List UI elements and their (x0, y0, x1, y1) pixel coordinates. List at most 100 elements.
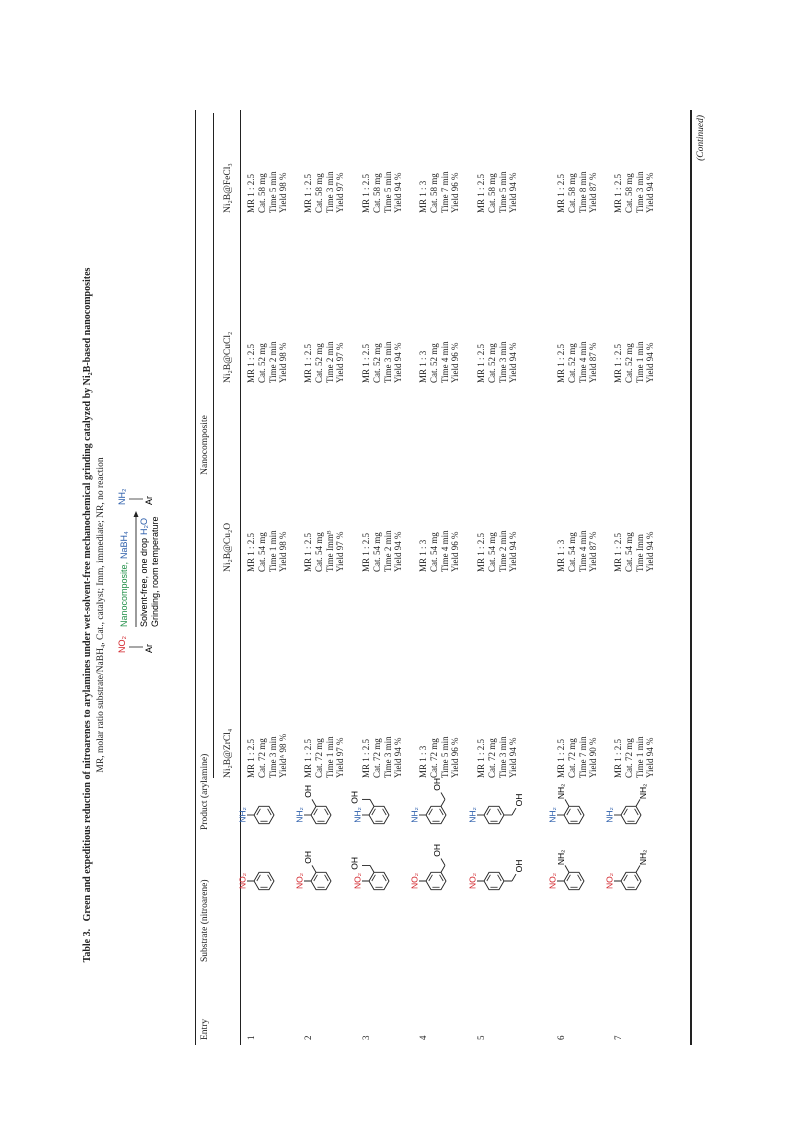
result-line: Time 3 min (267, 736, 278, 778)
result-cell: MR 1 : 2.5 Cat. 72 mg Time 7 min Yield 90 % (556, 736, 599, 778)
group-label: NH₂ (237, 807, 247, 823)
result-line: Yield 94 % (508, 342, 519, 384)
result-cell: MR 1 : 3 Cat. 58 mg Time 7 min Yield 96 % (418, 171, 461, 213)
result-line: Time 8 min (577, 171, 588, 213)
result-line: Cat. 54 mg (428, 532, 439, 572)
bond (369, 799, 375, 807)
entry-number: 3 (361, 1035, 371, 1041)
structure: NO₂ OH (467, 860, 524, 891)
structure: NO₂ OH (349, 857, 390, 891)
result-line: Cat. 58 mg (566, 173, 577, 213)
result-line: Yield 94 % (393, 172, 404, 214)
result-line: Yield 97 % (335, 531, 346, 573)
result-line: MR 1 : 2.5 (303, 532, 313, 572)
result-line: MR 1 : 3 (418, 539, 428, 572)
double-bond (486, 808, 491, 816)
structure: NO₂ OH (409, 844, 447, 891)
result-line: Time 7 min (577, 736, 588, 778)
result-cell: MR 1 : 2.5 Cat. 58 mg Time 3 min Yield 94 % (613, 171, 656, 213)
result-line: MR 1 : 2.5 (361, 738, 371, 778)
result-cell: MR 1 : 2.5 Cat. 72 mg Time 3 min Yield 94 % (476, 736, 519, 778)
structure: NH₂ OH (294, 785, 332, 825)
entry-number: 5 (476, 1035, 486, 1041)
result-line: MR 1 : 2.5 (556, 343, 566, 383)
result-line: Cat. 54 mg (623, 532, 634, 572)
double-bond (497, 808, 502, 816)
result-line: Yield 96 % (450, 342, 461, 384)
scheme-reagents: Nanocomposite, NaBH₄ (119, 531, 129, 627)
result-cell: MR 1 : 2.5 Cat. 72 mg Time 1 min Yield 94 % (613, 736, 656, 778)
result-line: Yield 94 % (508, 172, 519, 214)
result-line: Yield 94 % (508, 737, 519, 779)
result-line: Time 1 min (634, 736, 645, 778)
result-line: Yield 97 % (335, 737, 346, 779)
result-line: Cat. 54 mg (486, 532, 497, 572)
bond (511, 807, 517, 816)
header-entry: Entry (200, 1018, 210, 1040)
result-line: Cat. 72 mg (256, 738, 267, 778)
result-line: Time 3 min (324, 171, 335, 213)
result-line: Cat. 72 mg (428, 738, 439, 778)
structure: NO₂ OH (294, 851, 332, 891)
double-bond (497, 874, 502, 882)
caption-title: Green and expeditious reduction of nitro… (82, 267, 93, 922)
result-cell: MR 1 : 2.5 Cat. 58 mg Time 5 min Yield 98 % (246, 171, 289, 213)
result-line: Yield 90 % (588, 737, 599, 779)
result-line: Time 3 min (382, 736, 393, 778)
result-cell: MR 1 : 2.5 Cat. 52 mg Time 2 min Yield 97 % (303, 341, 346, 383)
result-line: Yield 87 % (588, 531, 599, 573)
result-line: Cat. 72 mg (566, 738, 577, 778)
bond (311, 865, 317, 873)
scheme-condition-a: Solvent-free, one drop (139, 538, 149, 627)
group-label: NO₂ (604, 873, 614, 889)
result-line: MR 1 : 2.5 (303, 738, 313, 778)
bond (635, 865, 641, 873)
group-label: NO₂ (352, 873, 362, 889)
group-label: NH₂ (352, 807, 362, 823)
result-line: Cat. 54 mg (566, 532, 577, 572)
result-line: Cat. 52 mg (371, 343, 382, 383)
structure: NH₂ (237, 805, 275, 825)
result-line: Yield 94 % (645, 342, 656, 384)
result-line: MR 1 : 2.5 (361, 173, 371, 213)
double-bond (371, 874, 376, 882)
result-cell: MR 1 : 2.5 Cat. 52 mg Time 2 min Yield 98 % (246, 341, 289, 383)
bond (440, 858, 446, 866)
structure: NH₂ OH (349, 791, 390, 825)
result-cell: MR 1 : 3 Cat. 54 mg Time 4 min Yield 87 % (556, 530, 599, 572)
group-label: NO₂ (294, 873, 304, 889)
group-label: NH₂ (556, 784, 566, 800)
result-line: MR 1 : 2.5 (556, 173, 566, 213)
double-bond (623, 808, 628, 816)
group-label: NO₂ (547, 873, 557, 889)
result-line: Yield 96 % (450, 531, 461, 573)
double-bond (486, 874, 491, 882)
result-line: MR 1 : 3 (418, 745, 428, 778)
result-cell: MR 1 : 2.5 Cat. 54 mg Time Immᴮ Yield 97 % (303, 531, 346, 572)
result-line: MR 1 : 2.5 (476, 173, 486, 213)
group-label: NH₂ (467, 807, 477, 823)
result-line: Time 7 min (439, 171, 450, 213)
double-bond (439, 808, 444, 816)
result-line: Yield 98 % (278, 172, 289, 214)
group-label: NO₂ (237, 873, 247, 889)
result-line: Time 3 min (382, 341, 393, 383)
result-cell: MR 1 : 2.5 Cat. 58 mg Time 8 min Yield 87 % (556, 171, 599, 213)
double-bond (371, 808, 376, 816)
result-line: Cat. 58 mg (256, 173, 267, 213)
double-bond (382, 808, 387, 816)
result-line: Yield 94 % (645, 531, 656, 573)
scheme-product-group: NH₂ (117, 488, 127, 505)
result-cell: MR 1 : 2.5 Cat. 58 mg Time 3 min Yield 97 % (303, 171, 346, 213)
double-bond (324, 874, 329, 882)
group-label: OH (303, 851, 313, 864)
double-bond (634, 874, 639, 882)
result-line: Yield 87 % (588, 172, 599, 214)
group-label: NH₂ (638, 850, 648, 866)
double-bond (566, 874, 571, 882)
bond (311, 799, 317, 807)
result-cell: MR 1 : 2.5 Cat. 72 mg Time 3 min Yieldᴬ 98 … (246, 734, 289, 778)
result-line: Time 2 min (267, 341, 278, 383)
result-line: Yield 97 % (335, 172, 346, 214)
result-line: Cat. 58 mg (623, 173, 634, 213)
